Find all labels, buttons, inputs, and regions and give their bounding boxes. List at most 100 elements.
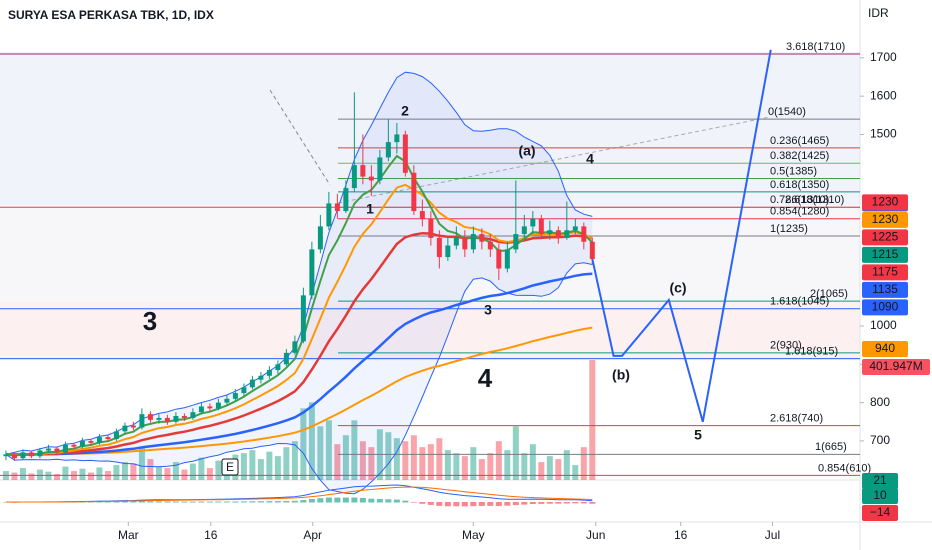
- fib-label: 0.382(1425): [770, 150, 829, 162]
- volume-bar: [470, 447, 477, 480]
- volume-bar: [342, 435, 349, 480]
- volume-bar: [206, 468, 213, 480]
- fib-label: 2.618(1310): [785, 194, 844, 206]
- volume-bar: [87, 472, 94, 480]
- candle-body: [564, 230, 570, 238]
- y-tick-label: 700: [870, 433, 890, 447]
- candle-body: [241, 387, 247, 394]
- volume-bar: [504, 450, 511, 480]
- volume-bar: [283, 447, 290, 480]
- macd-histogram: [478, 502, 485, 506]
- candle-body: [96, 437, 102, 443]
- macd-histogram: [164, 501, 171, 503]
- chart-title: SURYA ESA PERKASA TBK, 1D, IDX: [8, 8, 214, 22]
- currency: IDR: [868, 6, 889, 20]
- wave-label: (a): [518, 143, 535, 159]
- volume-bar: [164, 468, 171, 480]
- volume-bar: [19, 468, 26, 480]
- candle-body: [581, 226, 587, 242]
- candle-body: [589, 241, 595, 259]
- volume-bar: [11, 472, 18, 480]
- macd-histogram: [487, 502, 494, 506]
- y-tick-label: 1000: [870, 318, 897, 332]
- volume-bar: [546, 456, 553, 480]
- candle-body: [343, 188, 349, 212]
- macd-tag: [862, 488, 898, 504]
- volume-bar: [96, 467, 103, 480]
- volume-bar: [402, 441, 409, 480]
- volume-bar: [529, 444, 536, 480]
- x-tick-label: Jul: [765, 528, 780, 542]
- candle-body: [300, 295, 306, 342]
- macd-histogram: [308, 499, 315, 503]
- macd-histogram: [546, 502, 553, 504]
- candle-body: [88, 440, 94, 443]
- price-tag-label: 1175: [872, 265, 898, 279]
- macd-histogram: [138, 501, 145, 503]
- candle-body: [249, 379, 255, 388]
- macd-histogram: [121, 501, 128, 503]
- candle-body: [207, 406, 213, 409]
- volume-bar: [325, 420, 332, 480]
- volume-bar: [138, 447, 145, 480]
- volume-bar: [495, 441, 502, 480]
- fib-label: 2(930): [770, 340, 802, 352]
- candle-body: [470, 234, 476, 250]
- volume-bar: [28, 473, 35, 480]
- fib-label: 1.618(1045): [770, 296, 829, 308]
- candle-body: [504, 249, 510, 269]
- fib-label: 0.854(610): [818, 462, 871, 474]
- volume-bar: [300, 408, 307, 480]
- candle-body: [283, 352, 289, 365]
- macd-histogram: [376, 499, 383, 503]
- candle-body: [258, 375, 264, 380]
- candle-body: [224, 398, 230, 403]
- fib-label: 0.618(1350): [770, 179, 829, 191]
- candle-body: [326, 203, 332, 227]
- macd-tag-label: 10: [873, 488, 887, 502]
- candle-body: [411, 172, 417, 212]
- candle-body: [292, 341, 298, 353]
- bollinger-upper: [5, 71, 593, 455]
- macd-histogram: [325, 497, 332, 503]
- volume-bar: [487, 453, 494, 480]
- macd-histogram: [283, 500, 290, 503]
- fib-label: 3.618(1710): [786, 41, 845, 53]
- candle-body: [402, 134, 408, 173]
- volume-bar: [589, 360, 596, 480]
- candle-body: [351, 165, 357, 189]
- volume-bar: [521, 453, 528, 480]
- bollinger-fill: [5, 72, 593, 494]
- macd-histogram: [206, 501, 213, 503]
- macd-histogram: [410, 502, 417, 503]
- candle-body: [139, 414, 145, 428]
- candle-body: [105, 437, 111, 440]
- macd-histogram: [130, 501, 137, 503]
- candle-body: [147, 414, 153, 420]
- volume-bar: [555, 459, 562, 480]
- volume-bar: [359, 441, 366, 480]
- event-box: [221, 458, 239, 476]
- volume-bar: [130, 463, 137, 480]
- y-tick-label: 1700: [870, 50, 897, 64]
- price-tag-label: 1215: [872, 247, 899, 261]
- macd-histogram: [223, 501, 230, 503]
- macd-histogram: [359, 497, 366, 503]
- volume-bar: [266, 451, 273, 480]
- x-tick-label: Apr: [303, 528, 322, 542]
- macd-histogram: [393, 499, 400, 503]
- candle-body: [11, 454, 17, 459]
- x-tick-label: Jun: [586, 528, 605, 542]
- volume-bar: [385, 432, 392, 480]
- candle-body: [419, 211, 425, 219]
- macd-histogram: [334, 497, 341, 503]
- candle-body: [275, 364, 281, 371]
- candle-body: [156, 417, 162, 420]
- layer: 3.618(1710) 0(1540) 0.236(1465) 0.382(1425)…: [0, 41, 930, 542]
- candle-body: [436, 237, 442, 258]
- macd-histogram: [572, 502, 579, 504]
- candle-body: [190, 412, 196, 418]
- candle-body: [173, 416, 179, 422]
- bollinger-lower: [5, 262, 593, 495]
